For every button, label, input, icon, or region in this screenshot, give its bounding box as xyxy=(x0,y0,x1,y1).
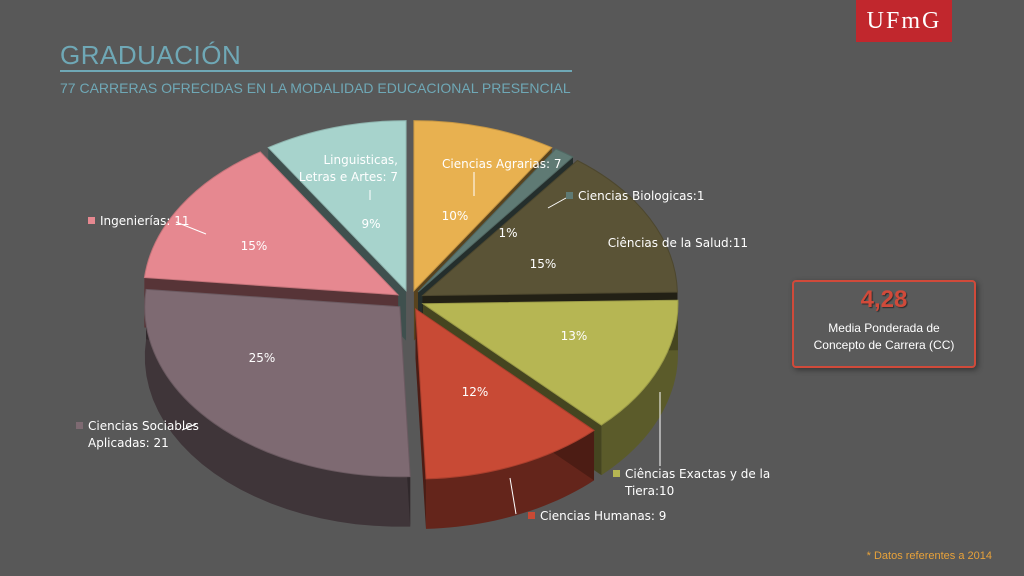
legend-marker xyxy=(320,156,327,163)
legend-marker xyxy=(430,160,437,167)
pie-slice-1 xyxy=(413,120,553,292)
slice-percent-label: 25% xyxy=(249,351,276,365)
slice-outer-wall xyxy=(601,300,678,476)
slice-outer-wall xyxy=(144,289,411,527)
page-title: GRADUACIÓN xyxy=(60,40,242,70)
legend-marker xyxy=(566,192,573,199)
slice-radial-wall xyxy=(415,308,426,529)
title-underline xyxy=(60,70,572,72)
pie-slice-5 xyxy=(414,308,595,480)
leader-line xyxy=(509,477,517,515)
pie-slice-7 xyxy=(143,151,400,296)
kpi-card: 4,28 Media Ponderada de Concepto de Carr… xyxy=(792,280,976,368)
pie-slice-8 xyxy=(267,120,407,292)
legend-marker xyxy=(76,422,83,429)
footnote: * Datos referentes a 2014 xyxy=(866,550,992,562)
slice-percent-label: 10% xyxy=(442,209,469,223)
slice-percent-label: 1% xyxy=(498,226,517,240)
slice-category-label: Aplicadas: 21 xyxy=(88,436,169,450)
slice-category-label: Linguisticas, xyxy=(324,153,399,167)
legend-marker xyxy=(613,470,620,477)
slice-category-label: Ciencias Agrarias: 7 xyxy=(442,157,562,171)
slice-category-label: Ciências de la Salud:11 xyxy=(608,236,748,250)
ufmg-logo: UFmG xyxy=(856,0,952,42)
leader-line xyxy=(175,221,207,235)
slice-category-label: Ciencias Humanas: 9 xyxy=(540,509,666,523)
slice-category-label: Ciencias Sociables xyxy=(88,419,199,433)
legend-marker xyxy=(88,217,95,224)
kpi-label: Media Ponderada de Concepto de Carrera (… xyxy=(813,321,955,352)
slice-category-label: Ciencias Biologicas:1 xyxy=(578,189,704,203)
slice-category-label: Letras e Artes: 7 xyxy=(299,170,398,184)
pie-slice-4 xyxy=(421,299,679,426)
slice-category-label: Ingenierías: 11 xyxy=(100,214,189,228)
pie-slice-3 xyxy=(421,159,678,297)
legend-marker xyxy=(528,512,535,519)
kpi-value: 4,28 xyxy=(860,286,908,313)
leader-line xyxy=(181,423,197,431)
leader-line xyxy=(547,197,567,209)
pie-slice-6 xyxy=(144,288,411,478)
slice-percent-label: 15% xyxy=(241,239,268,253)
slice-percent-label: 13% xyxy=(561,329,588,343)
slice-percent-label: 12% xyxy=(462,385,489,399)
slice-category-label: Tiera:10 xyxy=(624,484,674,498)
page-subtitle: 77 CARRERAS OFRECIDAS EN LA MODALIDAD ED… xyxy=(60,80,571,96)
slice-percent-label: 15% xyxy=(530,257,557,271)
pie-slice-2 xyxy=(417,148,574,293)
slice-category-label: Ciências Exactas y de la xyxy=(625,467,770,481)
slice-percent-label: 9% xyxy=(361,217,380,231)
